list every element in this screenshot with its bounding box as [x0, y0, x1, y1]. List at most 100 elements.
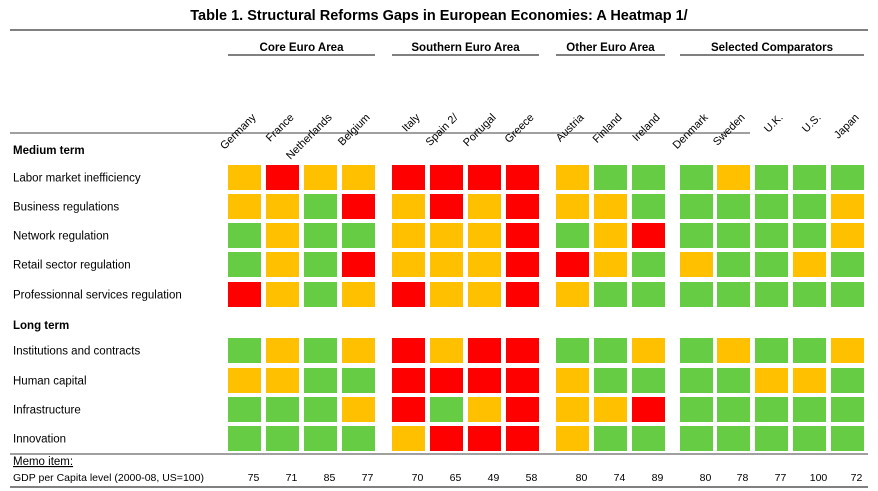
heat-cell: [430, 282, 463, 307]
section-label-medium-term: Medium term: [13, 145, 85, 157]
heat-cell: [632, 194, 665, 219]
heat-cell: [430, 165, 463, 190]
heat-cell: [304, 194, 337, 219]
heat-cell: [594, 338, 627, 363]
heat-cell: [430, 223, 463, 248]
heat-cell: [468, 165, 501, 190]
heat-cell: [228, 397, 261, 422]
heat-cell: [392, 165, 425, 190]
heat-cell: [594, 282, 627, 307]
heat-cell: [594, 165, 627, 190]
heat-cell: [556, 165, 589, 190]
gdp-value: 74: [614, 472, 626, 484]
row-label-institutions-and-contracts: Institutions and contracts: [13, 346, 140, 358]
heat-cell: [793, 368, 826, 393]
heat-cell: [468, 194, 501, 219]
heat-cell: [717, 368, 750, 393]
heat-cell: [717, 194, 750, 219]
heat-cell: [506, 397, 539, 422]
heat-cell: [342, 282, 375, 307]
heat-cell: [793, 223, 826, 248]
heat-cell: [717, 252, 750, 277]
country-label-greece: Greece: [503, 112, 537, 146]
heat-cell: [793, 397, 826, 422]
heat-cell: [430, 397, 463, 422]
heat-cell: [228, 223, 261, 248]
group-label-southern-euro-area: Southern Euro Area: [411, 42, 520, 54]
heat-cell: [556, 194, 589, 219]
row-label-labor-market-inefficiency: Labor market inefficiency: [13, 173, 141, 185]
heat-cell: [228, 165, 261, 190]
heat-cell: [831, 165, 864, 190]
heat-cell: [430, 368, 463, 393]
heat-cell: [831, 194, 864, 219]
row-label-network-regulation: Network regulation: [13, 231, 109, 243]
table-title: Table 1. Structural Reforms Gaps in Euro…: [190, 8, 687, 24]
heat-cell: [594, 252, 627, 277]
heat-cell: [266, 223, 299, 248]
heat-cell: [266, 397, 299, 422]
country-label-ireland: Ireland: [630, 112, 662, 144]
heat-cell: [392, 282, 425, 307]
heat-cell: [594, 397, 627, 422]
gdp-value: 77: [775, 472, 787, 484]
heat-cell: [831, 223, 864, 248]
heat-cell: [430, 338, 463, 363]
heat-cell: [680, 165, 713, 190]
country-label-u-s: U.S.: [800, 112, 824, 136]
heat-cell: [831, 368, 864, 393]
gdp-value: 71: [286, 472, 298, 484]
row-label-human-capital: Human capital: [13, 376, 87, 388]
heat-cell: [304, 426, 337, 451]
heat-cell: [632, 252, 665, 277]
heat-cell: [680, 338, 713, 363]
heat-cell: [755, 252, 788, 277]
heat-cell: [680, 223, 713, 248]
heat-cell: [342, 223, 375, 248]
heat-cell: [266, 368, 299, 393]
heat-cell: [793, 165, 826, 190]
memo-item-label: Memo item:: [13, 456, 73, 468]
heat-cell: [468, 223, 501, 248]
heat-cell: [680, 252, 713, 277]
heat-cell: [755, 338, 788, 363]
heat-cell: [342, 338, 375, 363]
heat-cell: [831, 426, 864, 451]
heat-cell: [632, 368, 665, 393]
heat-cell: [831, 252, 864, 277]
heat-cell: [680, 368, 713, 393]
gdp-value: 72: [851, 472, 863, 484]
group-label-selected-comparators: Selected Comparators: [711, 42, 833, 54]
row-label-professionnal-services-regulation: Professionnal services regulation: [13, 290, 182, 302]
heat-cell: [717, 223, 750, 248]
heat-cell: [266, 165, 299, 190]
heat-cell: [304, 397, 337, 422]
country-label-germany: Germany: [218, 111, 259, 152]
heat-cell: [392, 194, 425, 219]
heat-cell: [556, 368, 589, 393]
heat-cell: [831, 338, 864, 363]
gdp-value: 49: [488, 472, 500, 484]
heat-cell: [468, 397, 501, 422]
memo-row-label: GDP per Capita level (2000-08, US=100): [13, 472, 204, 484]
heat-cell: [392, 223, 425, 248]
heat-cell: [228, 252, 261, 277]
row-label-business-regulations: Business regulations: [13, 202, 119, 214]
heat-cell: [506, 426, 539, 451]
heat-cell: [468, 426, 501, 451]
heat-cell: [430, 252, 463, 277]
heat-cell: [506, 252, 539, 277]
heat-cell: [228, 426, 261, 451]
country-label-u-k: U.K.: [762, 112, 786, 136]
heat-cell: [632, 426, 665, 451]
gdp-value: 78: [737, 472, 749, 484]
gdp-value: 80: [576, 472, 588, 484]
heat-cell: [392, 397, 425, 422]
heat-cell: [468, 338, 501, 363]
country-label-belgium: Belgium: [336, 112, 373, 149]
heat-cell: [392, 252, 425, 277]
heat-cell: [717, 397, 750, 422]
heat-cell: [632, 165, 665, 190]
country-label-denmark: Denmark: [671, 111, 711, 151]
